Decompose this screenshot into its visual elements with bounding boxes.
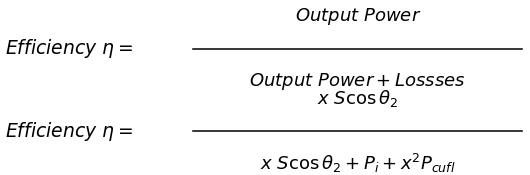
Text: $\mathit{Output\ Power + Lossses}$: $\mathit{Output\ Power + Lossses}$ bbox=[249, 71, 466, 92]
Text: $x\ S\cos\theta_2 + P_i + x^2P_{cufl}$: $x\ S\cos\theta_2 + P_i + x^2P_{cufl}$ bbox=[260, 152, 456, 175]
Text: $\mathit{Efficiency}\ \eta =$: $\mathit{Efficiency}\ \eta =$ bbox=[5, 120, 133, 143]
Text: $x\ S\cos\theta_2$: $x\ S\cos\theta_2$ bbox=[317, 88, 399, 109]
Text: $\mathit{Output\ Power}$: $\mathit{Output\ Power}$ bbox=[295, 6, 421, 27]
Text: $\mathit{Efficiency}\ \eta =$: $\mathit{Efficiency}\ \eta =$ bbox=[5, 37, 133, 61]
